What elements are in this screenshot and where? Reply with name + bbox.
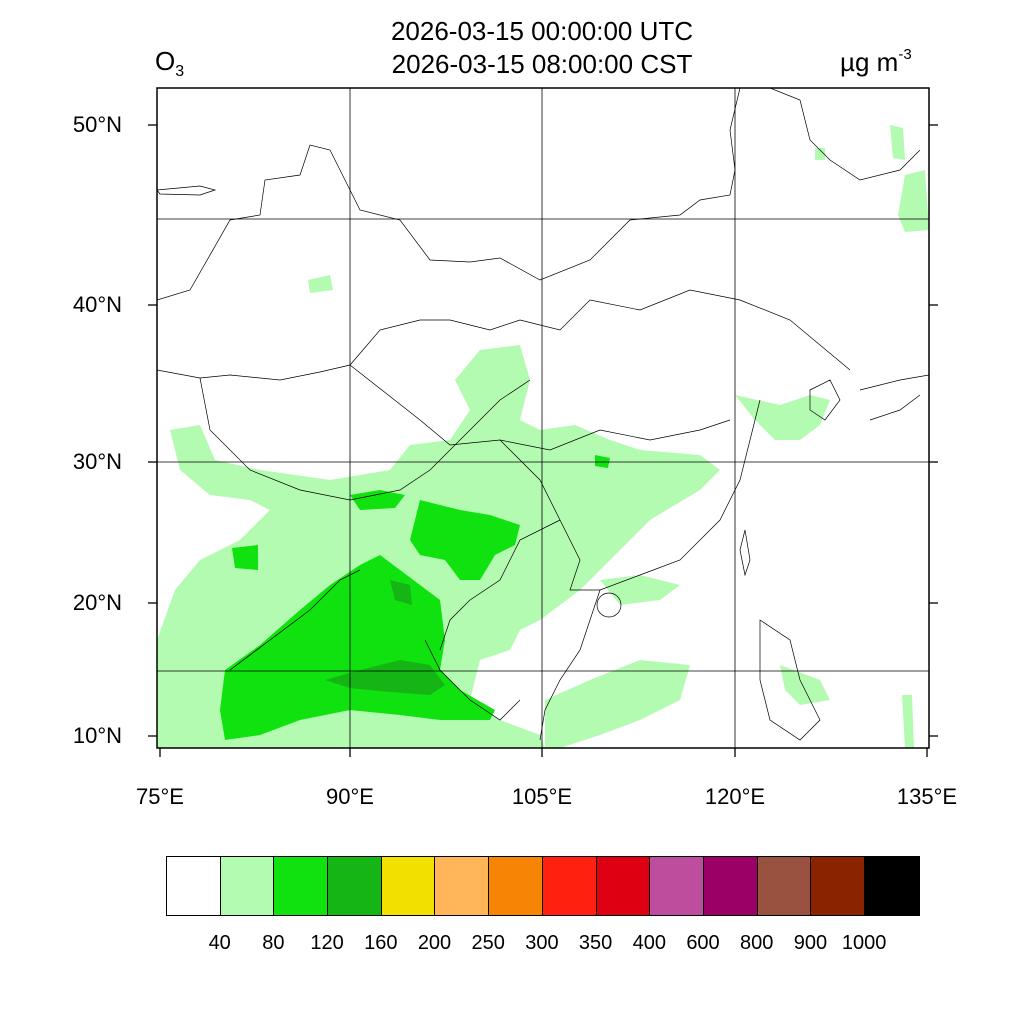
unit-label: µg m-3: [840, 46, 912, 77]
boundaries: [157, 88, 929, 741]
colorbar-swatch: [381, 857, 436, 915]
title-utc: 2026-03-15 00:00:00 UTC: [390, 16, 694, 46]
colorbar-tick-label: 1000: [841, 932, 887, 954]
lat-label-20: 20°N: [72, 590, 122, 615]
colorbar-tick-label: 600: [686, 932, 720, 954]
lon-label-75: 75°E: [136, 784, 184, 809]
lon-label-135: 135°E: [896, 784, 958, 809]
o3-region-80-120-c: [350, 490, 405, 510]
colorbar-swatch: [220, 857, 275, 915]
colorbar-swatch: [811, 857, 865, 915]
colorbar-swatch: [757, 857, 812, 915]
colorbar-swatch: [435, 857, 490, 915]
border-line: [499, 399, 761, 591]
border-line: [739, 529, 751, 577]
border-line: [759, 619, 821, 741]
o3-region-80-120-e: [595, 455, 610, 468]
border-line: [596, 592, 622, 618]
lon-label-120: 120°E: [704, 784, 766, 809]
graticule: [157, 88, 929, 748]
colorbar-tick-label: 250: [471, 932, 505, 954]
border-line: [769, 88, 921, 181]
title-cst: 2026-03-15 08:00:00 CST: [391, 49, 693, 79]
o3-region-80-120-b: [410, 500, 520, 580]
colorbar-tick-label: 900: [793, 932, 828, 954]
o3-region-40-80-patch1: [308, 275, 333, 293]
border-line: [199, 377, 531, 501]
lat-label-40: 40°N: [72, 292, 122, 317]
o3-region-40-80-sea: [600, 575, 680, 605]
border-line: [439, 519, 561, 651]
o3-region-40-80-patch3: [780, 665, 830, 705]
map-frame: [156, 87, 930, 749]
colorbar-swatch: [542, 857, 597, 915]
border-line: [157, 88, 741, 301]
o3-region-120-160-b: [390, 580, 412, 605]
border-line: [809, 379, 841, 421]
colorbar-tick-label: 200: [417, 932, 452, 954]
o3-region-40-80-korea: [735, 395, 830, 440]
colorbar-swatch: [650, 857, 704, 915]
colorbar-tick-label: 120: [310, 932, 344, 954]
lon-label-90: 90°E: [326, 784, 374, 809]
colorbar-swatch: [274, 857, 329, 915]
border-line: [157, 185, 217, 196]
lon-label-105: 105°E: [511, 784, 573, 809]
colorbar-tick-label: 350: [578, 932, 613, 954]
o3-region-40-80-east: [545, 660, 690, 748]
o3-region-120-160: [325, 660, 445, 695]
colorbar-swatch: [864, 857, 919, 915]
border-line: [539, 589, 601, 741]
border-line: [349, 364, 731, 451]
colorbar-tick-label: 40: [208, 932, 231, 954]
variable-label: O3: [155, 46, 185, 80]
colorbar-tick-label: 300: [525, 932, 559, 954]
colorbar-swatch: [328, 857, 382, 915]
colorbar-swatch: [703, 857, 758, 915]
o3-region-80-120-d: [232, 545, 258, 570]
colorbar-tick-label: 160: [364, 932, 398, 954]
lat-label-50: 50°N: [72, 112, 122, 137]
border-line: [229, 569, 361, 671]
colorbar: [166, 856, 920, 916]
border-line: [859, 374, 929, 421]
colorbar-swatch: [489, 857, 543, 915]
colorbar-tick-label: 80: [262, 932, 285, 954]
o3-region-40-80-ne: [898, 170, 929, 232]
lat-label-30: 30°N: [72, 449, 122, 474]
border-line: [519, 289, 851, 371]
o3-region-40-80-patch5: [902, 695, 914, 748]
o3-region-40-80-patch2: [890, 125, 905, 160]
border-line: [424, 639, 521, 721]
axis-ticks: [148, 124, 938, 757]
colorbar-tick-label: 400: [632, 932, 666, 954]
colorbar-tick-label: 800: [740, 932, 774, 954]
lat-label-10: 10°N: [72, 723, 122, 748]
ozone-field: [157, 125, 929, 748]
o3-region-40-80-patch4: [815, 148, 825, 160]
colorbar-swatch: [596, 857, 651, 915]
colorbar-swatch: [167, 857, 221, 915]
